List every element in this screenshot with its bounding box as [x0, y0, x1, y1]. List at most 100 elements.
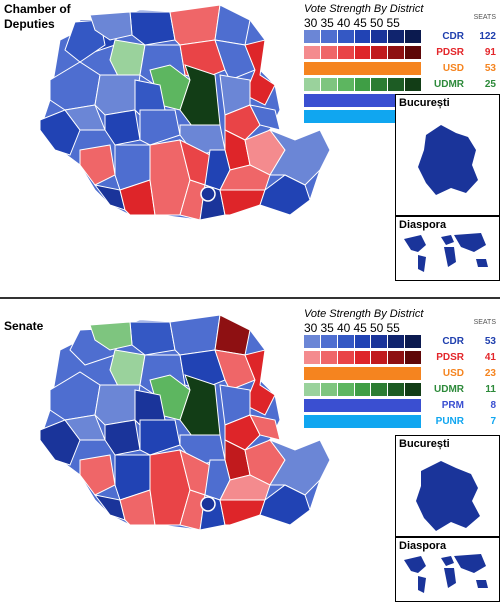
- legend-row-cdr: CDR 122: [304, 30, 496, 43]
- legend-swatch: [304, 78, 321, 91]
- legend-swatch: [371, 46, 389, 59]
- legend-swatch: [320, 46, 338, 59]
- district: [268, 438, 331, 496]
- legend-row-usd: USD 23: [304, 367, 496, 380]
- district: [89, 11, 133, 41]
- district: [104, 109, 141, 146]
- district: [224, 104, 261, 141]
- legend-swatch: [388, 78, 406, 91]
- district: [214, 314, 251, 356]
- tick-label: 55: [386, 16, 400, 30]
- bucuresti-marker: [200, 496, 216, 512]
- legend-swatch: [388, 383, 406, 396]
- legend-swatch: [337, 30, 355, 43]
- legend-row-pdsr: PDSR 91: [304, 46, 496, 59]
- party-seats: 25: [484, 79, 496, 90]
- world-map-shape: [404, 554, 488, 593]
- legend-ticks: 30 35 40 45 50 55: [304, 321, 500, 335]
- legend-swatch: [405, 30, 423, 43]
- legend-swatch: [320, 335, 338, 348]
- tick-label: 40: [337, 16, 351, 30]
- legend: Vote Strength By District SEATS 30 35 40…: [304, 2, 500, 126]
- legend-swatch: [304, 415, 422, 428]
- legend-swatch: [304, 30, 321, 43]
- legend-row-usd: USD 53: [304, 62, 496, 75]
- inset-label: Diaspora: [399, 540, 447, 552]
- party-seats: 23: [484, 368, 496, 379]
- party-name: USD: [442, 368, 464, 379]
- district: [268, 128, 331, 186]
- tick-label: 55: [386, 321, 400, 335]
- tick-label: 30: [304, 16, 318, 30]
- party-seats: 7: [490, 416, 496, 427]
- legend-swatch: [337, 78, 355, 91]
- legend-row-pdsr: PDSR 41: [304, 351, 496, 364]
- panel-divider: [0, 297, 500, 299]
- bucuresti-shape: [416, 461, 480, 531]
- legend-swatch: [371, 78, 389, 91]
- legend-swatch: [371, 30, 389, 43]
- district: [94, 384, 141, 426]
- legend-swatch: [371, 351, 389, 364]
- legend-swatch: [337, 335, 355, 348]
- district: [214, 4, 251, 46]
- tick-label: 35: [320, 16, 334, 30]
- district: [224, 414, 261, 451]
- party-name: UDMR: [434, 384, 464, 395]
- panel-title: Chamber of Deputies: [4, 2, 71, 31]
- district: [214, 39, 256, 81]
- legend-swatch: [405, 78, 423, 91]
- district: [244, 39, 276, 106]
- district: [139, 419, 181, 456]
- legend-rows: CDR122PDSR91USD53UDMR25PRM19PUNR18: [304, 30, 500, 126]
- legend-swatch: [337, 46, 355, 59]
- diaspora-inset: Diaspora: [395, 216, 500, 281]
- legend-swatches: [304, 335, 423, 348]
- legend-swatch: [388, 335, 406, 348]
- legend-swatch: [354, 383, 372, 396]
- party-name: PDSR: [436, 352, 464, 363]
- bucuresti-marker: [200, 186, 216, 202]
- legend-swatch: [304, 335, 321, 348]
- legend-swatch: [304, 383, 321, 396]
- district: [244, 349, 276, 416]
- district: [219, 474, 271, 501]
- legend-swatch: [320, 78, 338, 91]
- legend-swatch: [354, 46, 372, 59]
- legend-swatches: [304, 367, 422, 380]
- bucuresti-shape: [418, 125, 478, 195]
- district: [259, 174, 311, 216]
- legend-swatches: [304, 399, 422, 412]
- legend-swatch: [388, 30, 406, 43]
- inset-label: București: [399, 97, 450, 109]
- party-seats: 122: [479, 31, 496, 42]
- party-name: USD: [442, 63, 464, 74]
- legend-ticks: 30 35 40 45 50 55: [304, 16, 500, 30]
- party-seats: 41: [484, 352, 496, 363]
- inset-label: Diaspora: [399, 219, 447, 231]
- senate-panel: Senate: [0, 305, 500, 602]
- legend-swatches: [304, 415, 422, 428]
- legend-title: Vote Strength By District: [304, 3, 424, 15]
- legend-swatch: [337, 383, 355, 396]
- tick-label: 30: [304, 321, 318, 335]
- legend-swatch: [337, 351, 355, 364]
- district: [79, 454, 116, 496]
- district: [169, 4, 221, 46]
- district: [219, 499, 266, 526]
- tick-label: 45: [353, 321, 367, 335]
- inset-label: București: [399, 438, 450, 450]
- legend-swatch: [405, 335, 423, 348]
- legend-row-udmr: UDMR 25: [304, 78, 496, 91]
- legend-swatch: [354, 78, 372, 91]
- legend-swatch: [405, 383, 423, 396]
- tick-label: 35: [320, 321, 334, 335]
- legend-row-prm: PRM 8: [304, 399, 496, 412]
- district: [259, 484, 311, 526]
- legend-title: Vote Strength By District: [304, 308, 424, 320]
- legend-swatches: [304, 62, 422, 75]
- legend-swatch: [320, 383, 338, 396]
- party-name: PUNR: [435, 416, 464, 427]
- party-seats: 8: [490, 400, 496, 411]
- legend-swatch: [354, 335, 372, 348]
